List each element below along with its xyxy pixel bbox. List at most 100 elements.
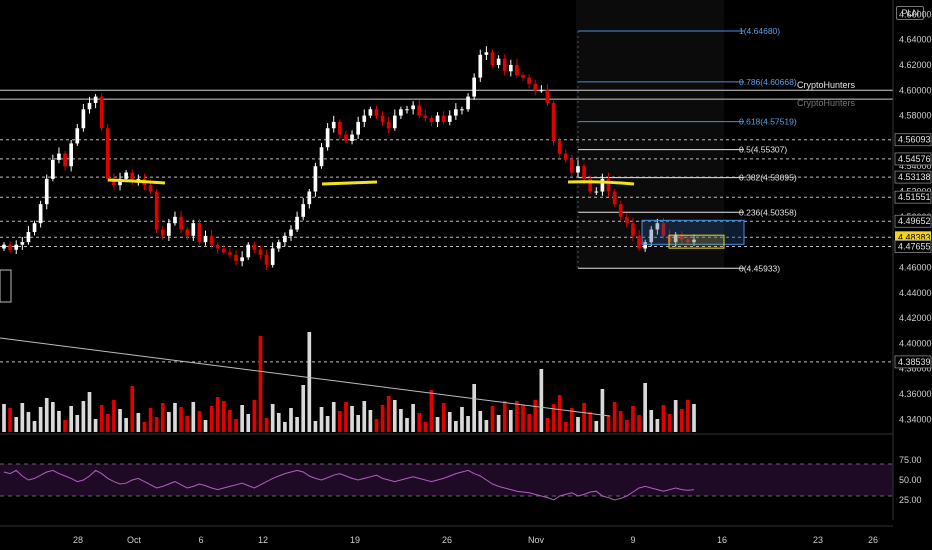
candle-body: [551, 102, 556, 141]
volume-bar: [484, 420, 489, 432]
annotations: [0, 178, 745, 303]
fib-level-label: 0(4.45933): [739, 263, 780, 273]
volume-bar: [203, 420, 208, 432]
volume-bar: [374, 419, 379, 432]
volume-bar: [466, 416, 470, 432]
volume-bar: [81, 401, 86, 432]
candle-body: [673, 234, 678, 243]
price-tag-box: [894, 133, 932, 147]
candle-body: [576, 166, 580, 173]
volume-bar: [32, 421, 37, 432]
volume-bar: [655, 419, 660, 432]
volume-bar: [423, 422, 428, 432]
candle-body: [93, 96, 98, 103]
candle-body: [399, 109, 403, 116]
volume-bar: [588, 412, 593, 432]
candle-body: [423, 115, 428, 119]
volume-bar: [154, 417, 159, 432]
volume-bar: [368, 410, 373, 432]
candles: [2, 46, 696, 271]
horizontal-levels: [0, 89, 893, 363]
price-tag-box: [894, 240, 932, 253]
volume-bar: [392, 400, 397, 432]
candle-body: [264, 254, 269, 265]
x-tick-label: 23: [813, 535, 823, 545]
volume-bar: [148, 408, 153, 432]
y-tick-label: 4.34000: [899, 414, 932, 424]
volume-bar: [112, 400, 116, 432]
yellow-marker-line: [321, 180, 378, 186]
volume-bar: [246, 414, 251, 432]
candle-body: [643, 242, 647, 249]
price-tag-label: 4.53138: [898, 172, 931, 182]
candle-body: [252, 244, 257, 250]
y-tick-label: 4.54000: [899, 161, 932, 171]
candle-body: [563, 153, 568, 160]
price-tag-box: [894, 355, 932, 369]
volume-bar: [26, 412, 31, 432]
candle-body: [203, 235, 208, 243]
y-tick-label: 4.40000: [899, 338, 932, 348]
volume-bar: [576, 417, 580, 432]
trendline: [0, 337, 611, 417]
candle-body: [435, 115, 440, 122]
volume-bar: [221, 401, 226, 432]
volume-bar: [301, 385, 306, 432]
volume-bar: [521, 405, 525, 432]
fib-level-label: 0.618(4.57519): [739, 117, 797, 127]
volume-bar: [515, 401, 519, 432]
volume-bars: [2, 332, 696, 432]
candle-body: [460, 109, 464, 111]
volume-bar: [606, 416, 611, 432]
x-tick-label: Oct: [127, 535, 142, 545]
candle-body: [588, 178, 593, 192]
volume-bar: [386, 396, 391, 432]
volume-bar: [625, 420, 629, 432]
volume-bar: [527, 414, 531, 432]
volume-bar: [338, 411, 342, 432]
candle-body: [472, 77, 477, 97]
volume-bar: [362, 401, 367, 432]
currency-badge[interactable]: PLN: [896, 6, 924, 20]
volume-bar: [478, 411, 483, 432]
candle-body: [26, 232, 31, 243]
candle-body: [527, 77, 531, 84]
price-tag-label: 4.47655: [898, 242, 931, 252]
volume-bar: [472, 384, 477, 432]
volume-bar: [539, 369, 544, 432]
candle-body: [301, 204, 306, 217]
volume-bar: [69, 406, 73, 432]
price-tag-label: 4.49652: [898, 216, 931, 226]
candle-body: [331, 121, 336, 129]
y-tick-label: 4.58000: [899, 111, 932, 121]
candle-body: [655, 223, 660, 230]
candle-body: [112, 178, 116, 186]
target-box: [641, 219, 745, 245]
candle-body: [515, 64, 519, 76]
rsi-tick-label: 25.00: [899, 495, 922, 505]
volume-bar: [557, 395, 562, 432]
left-marker-box: [0, 269, 12, 303]
volume-bar: [173, 403, 177, 432]
volume-bar: [93, 419, 98, 432]
volume-bar: [631, 406, 635, 432]
trend-line: [0, 337, 611, 417]
volume-bar: [667, 414, 672, 432]
candle-body: [441, 115, 446, 122]
candle-body: [392, 115, 397, 129]
candle-body: [307, 191, 312, 205]
volume-bar: [160, 403, 165, 432]
candle-body: [228, 252, 232, 255]
volume-bar: [496, 415, 501, 432]
volume-bar: [252, 400, 257, 432]
candle-body: [240, 257, 244, 262]
rsi-tick-label: 75.00: [899, 455, 922, 465]
y-tick-label: 4.60000: [899, 85, 932, 95]
candle-body: [570, 159, 574, 173]
candle-body: [179, 216, 183, 230]
fib-level-label: 0.236(4.50358): [739, 207, 797, 217]
volume-bar: [295, 417, 299, 432]
yellow-marker-line: [107, 178, 166, 185]
volume-bar: [99, 405, 104, 432]
